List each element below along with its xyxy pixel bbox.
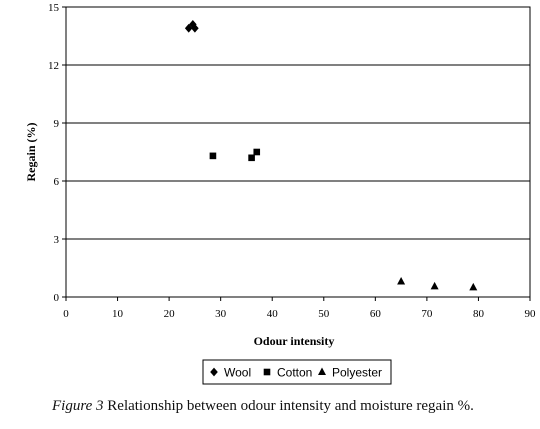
legend-label-wool: Wool xyxy=(224,366,251,380)
cotton-point xyxy=(253,148,261,156)
data-points xyxy=(184,20,478,291)
x-tick-label: 40 xyxy=(267,308,279,320)
x-tick-label: 30 xyxy=(215,308,227,320)
legend-marker-cotton xyxy=(263,368,271,376)
x-tick-label: 60 xyxy=(370,308,382,320)
plot-area-frame xyxy=(65,6,531,298)
x-tick-label: 0 xyxy=(63,308,69,320)
legend-marker-polyester xyxy=(318,367,326,375)
x-tick-label: 10 xyxy=(112,308,124,320)
polyester-point xyxy=(430,281,439,290)
legend-label-polyester: Polyester xyxy=(332,366,382,380)
x-axis-title: Odour intensity xyxy=(254,334,335,348)
legend-label-cotton: Cotton xyxy=(277,366,312,380)
legend-box xyxy=(202,359,392,385)
y-tick-label: 9 xyxy=(54,118,60,130)
grid-layer xyxy=(66,64,530,240)
y-tick-label: 15 xyxy=(48,2,60,14)
x-tick-label: 70 xyxy=(421,308,433,320)
polyester-point xyxy=(469,282,478,291)
figure-caption: Figure 3 Relationship between odour inte… xyxy=(52,398,532,415)
y-tick-label: 12 xyxy=(48,60,59,72)
y-tick-label: 0 xyxy=(54,292,60,304)
wool-point xyxy=(191,23,199,33)
polyester-point xyxy=(397,277,406,285)
x-tick-label: 80 xyxy=(473,308,485,320)
wool-point xyxy=(184,23,193,33)
legend: Wool Cotton Polyester xyxy=(202,359,392,385)
x-tick-label: 50 xyxy=(318,308,330,320)
x-tick-label: 20 xyxy=(164,308,176,320)
y-axis-title: Regain (%) xyxy=(24,123,38,182)
y-tick-label: 6 xyxy=(54,176,60,188)
y-tick-label: 3 xyxy=(54,234,60,246)
caption-text: Relationship between odour intensity and… xyxy=(107,398,474,414)
caption-lead: Figure 3 xyxy=(52,398,104,414)
cotton-point xyxy=(248,154,255,162)
x-tick-label: 90 xyxy=(525,308,537,320)
cotton-point xyxy=(209,152,217,160)
wool-point xyxy=(189,20,197,29)
tick-layer: 0 3 6 9 12 15 0 10 20 30 40 50 60 70 80 90 xyxy=(48,2,536,320)
legend-marker-wool xyxy=(210,367,218,377)
